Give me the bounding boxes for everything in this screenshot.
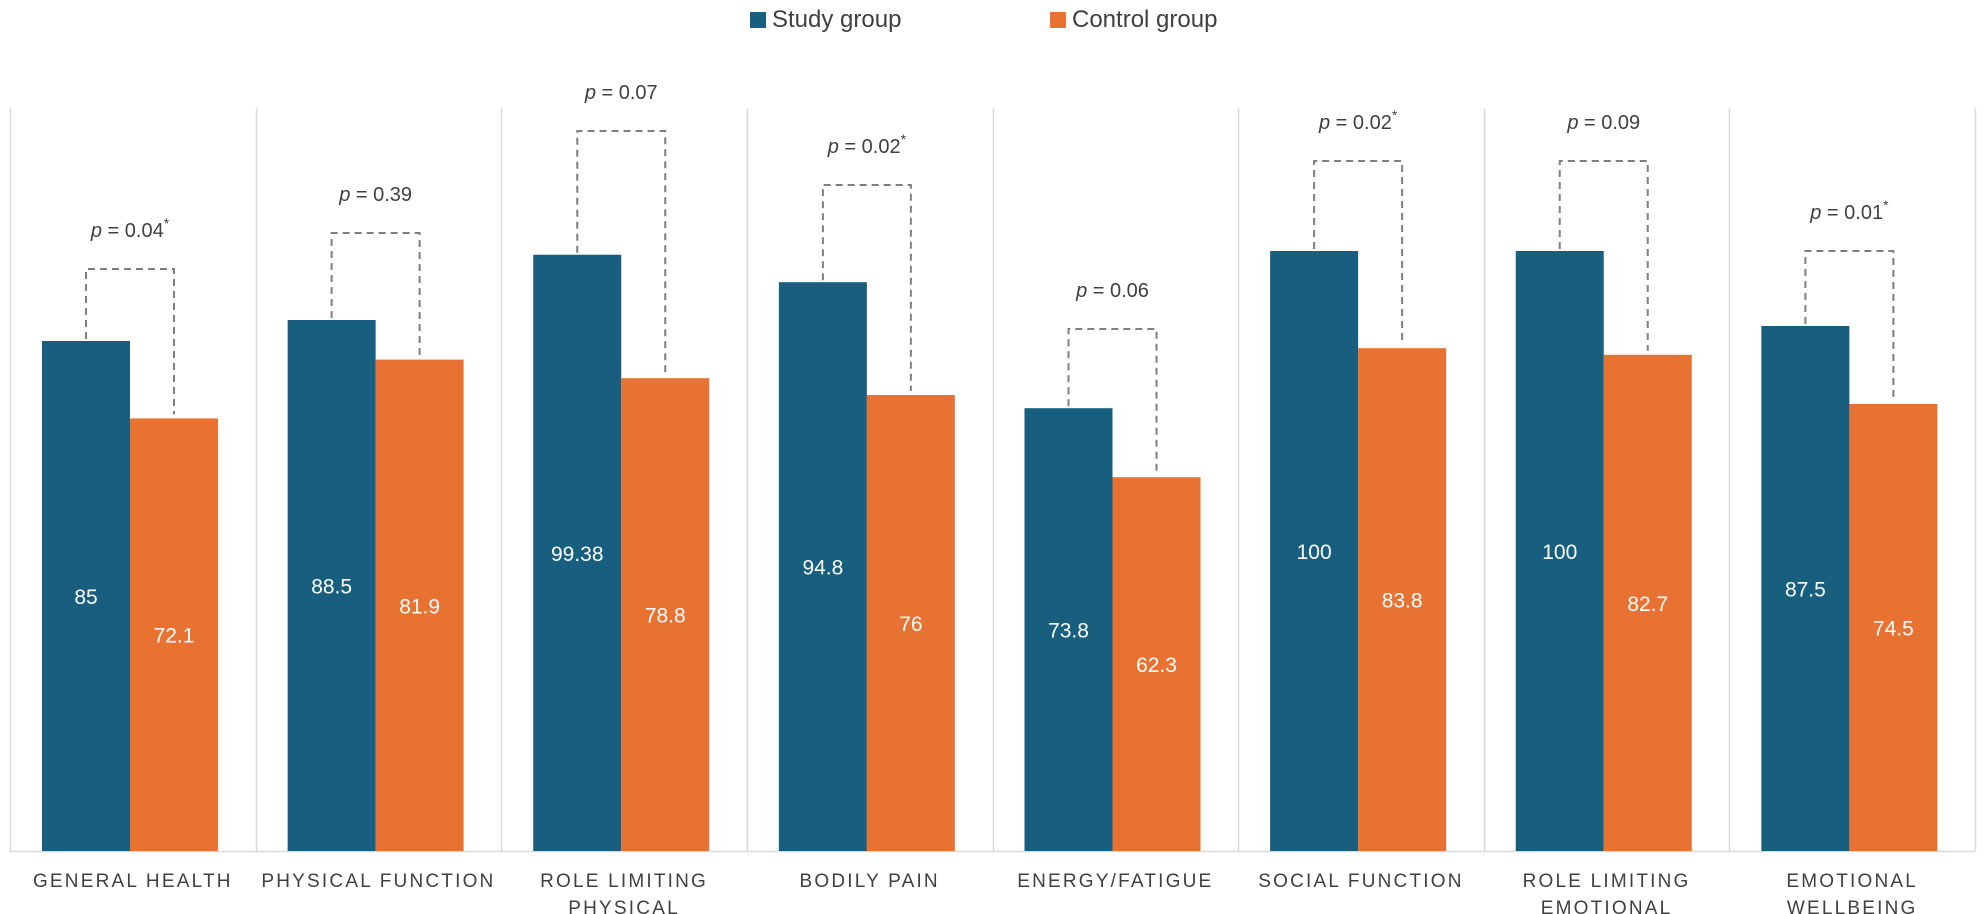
- data-label-study: 99.38: [551, 543, 604, 566]
- p-value-label: p = 0.04*: [90, 215, 170, 242]
- data-label-control: 76: [899, 613, 922, 636]
- p-value-label: p = 0.02*: [1318, 107, 1398, 134]
- bar-control: [1849, 404, 1938, 851]
- significance-bracket: [330, 232, 421, 356]
- category-label: EMOTIONAL: [1541, 898, 1673, 914]
- data-label-control: 81.9: [399, 595, 440, 618]
- data-label-control: 82.7: [1627, 593, 1668, 616]
- category-label: PHYSICAL FUNCTION: [261, 871, 495, 892]
- category-label: ROLE LIMITING: [1523, 871, 1691, 892]
- p-value-label: p = 0.07: [584, 82, 658, 104]
- legend-label-control: Control group: [1072, 6, 1218, 33]
- data-label-control: 74.5: [1873, 618, 1914, 641]
- bar-control: [1603, 354, 1692, 851]
- bar-study: [42, 341, 130, 851]
- bar-control: [375, 359, 464, 851]
- legend-item-study: Study group: [750, 6, 901, 34]
- data-label-study: 87.5: [1785, 579, 1826, 602]
- bar-control: [130, 418, 218, 851]
- p-value-label: p = 0.39: [338, 184, 412, 206]
- p-value-label: p = 0.09: [1566, 112, 1640, 134]
- legend-item-control: Control group: [1050, 6, 1217, 34]
- legend-swatch-control: [1050, 12, 1066, 28]
- legend-swatch-study: [750, 12, 766, 28]
- bar-study: [1515, 251, 1604, 851]
- bar-control: [866, 395, 955, 851]
- p-value-label: p = 0.02*: [827, 131, 907, 158]
- data-label-control: 78.8: [645, 605, 686, 628]
- bar-study: [533, 254, 622, 852]
- data-label-control: 72.1: [154, 625, 195, 648]
- data-label-study: 100: [1542, 541, 1577, 564]
- category-label: ROLE LIMITING: [540, 871, 708, 892]
- bar-control: [1358, 348, 1447, 851]
- data-label-study: 94.8: [802, 557, 843, 580]
- data-label-study: 100: [1297, 541, 1332, 564]
- category-label: EMOTIONAL: [1786, 871, 1918, 892]
- legend-label-study: Study group: [772, 6, 902, 33]
- data-label-study: 73.8: [1048, 620, 1089, 643]
- bar-study: [287, 320, 376, 851]
- p-value-label: p = 0.06: [1075, 280, 1149, 302]
- data-label-study: 85: [74, 586, 97, 609]
- data-label-study: 88.5: [311, 576, 352, 599]
- bar-study: [1270, 251, 1359, 851]
- bar-study: [1761, 326, 1850, 851]
- category-label: PHYSICAL: [568, 898, 680, 914]
- category-label: WELLBEING: [1787, 898, 1918, 914]
- significance-bracket: [576, 130, 667, 375]
- bar-study: [778, 282, 867, 851]
- bar-study: [1024, 408, 1113, 851]
- significance-bracket: [1804, 250, 1895, 400]
- significance-bracket: [85, 268, 175, 415]
- bar-control: [1112, 477, 1201, 851]
- significance-bracket: [1313, 160, 1404, 345]
- significance-bracket: [1067, 328, 1158, 474]
- significance-bracket: [1558, 160, 1649, 351]
- data-label-control: 62.3: [1136, 654, 1177, 677]
- data-label-control: 83.8: [1382, 590, 1423, 613]
- category-label: BODILY PAIN: [800, 871, 940, 892]
- legend: Study group Control group: [0, 2, 1984, 38]
- category-label: ENERGY/FATIGUE: [1017, 871, 1213, 892]
- bar-control: [621, 378, 710, 851]
- category-label: GENERAL HEALTH: [33, 871, 233, 892]
- p-value-label: p = 0.01*: [1809, 197, 1889, 224]
- category-label: SOCIAL FUNCTION: [1258, 871, 1463, 892]
